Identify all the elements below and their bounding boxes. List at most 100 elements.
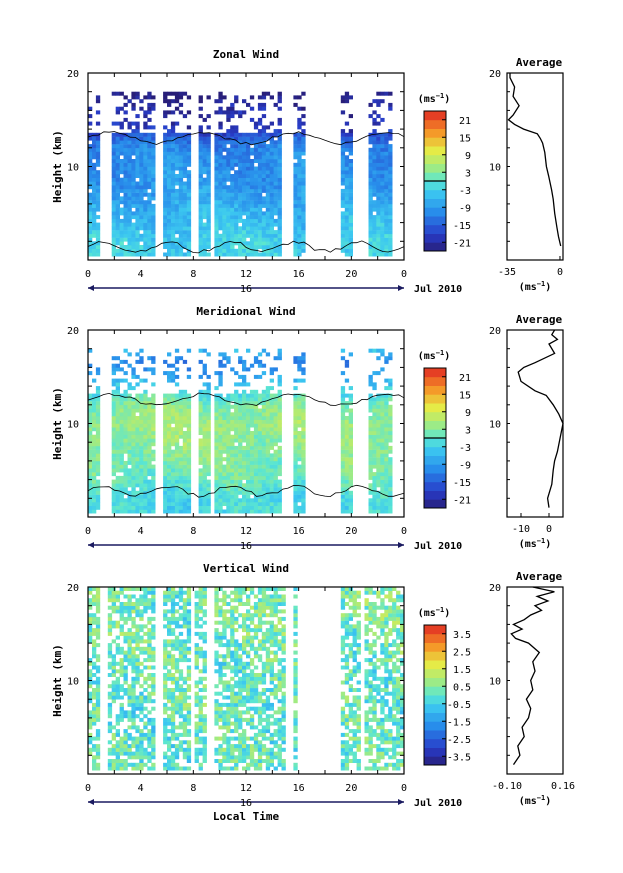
- heatmap-cell: [376, 468, 381, 473]
- heatmap-cell: [115, 226, 120, 231]
- heatmap-cell: [226, 438, 231, 443]
- heatmap-cell: [163, 594, 168, 599]
- heatmap-cell: [344, 233, 350, 238]
- heatmap-cell: [135, 643, 140, 648]
- heatmap-cell: [226, 650, 231, 655]
- heatmap-cell: [202, 729, 207, 734]
- heatmap-cell: [135, 166, 140, 171]
- heatmap-cell: [186, 233, 192, 238]
- heatmap-cell: [178, 650, 184, 655]
- heatmap-cell: [348, 502, 353, 506]
- heatmap-cell: [202, 389, 207, 394]
- heatmap-cell: [123, 673, 128, 677]
- heatmap-cell: [147, 587, 152, 591]
- heatmap-cell: [151, 438, 156, 443]
- heatmap-cell: [151, 628, 156, 633]
- heatmap-cell: [170, 203, 176, 208]
- heatmap-cell: [384, 460, 389, 465]
- heatmap-cell: [348, 457, 353, 462]
- heatmap-cell: [348, 215, 353, 220]
- heatmap-cell: [214, 431, 219, 435]
- colorbar-band: [424, 163, 446, 173]
- heatmap-cell: [95, 397, 101, 402]
- heatmap-cell: [293, 226, 298, 231]
- heatmap-cell: [92, 453, 97, 458]
- heatmap-cell: [269, 408, 274, 413]
- heatmap-cell: [174, 431, 180, 435]
- y-tick-label: 20: [67, 326, 79, 337]
- heatmap-cell: [167, 654, 172, 659]
- heatmap-cell: [167, 460, 172, 465]
- heatmap-cell: [88, 230, 93, 235]
- heatmap-cell: [344, 222, 350, 227]
- heatmap-cell: [115, 468, 120, 473]
- heatmap-cell: [115, 590, 120, 595]
- heatmap-cell: [234, 438, 239, 443]
- heatmap-cell: [151, 147, 156, 152]
- heatmap-cell: [139, 222, 144, 227]
- heatmap-cell: [297, 147, 302, 152]
- heatmap-cell: [127, 386, 132, 391]
- heatmap-cell: [163, 721, 168, 726]
- heatmap-cell: [92, 717, 97, 722]
- heatmap-cell: [372, 166, 377, 171]
- heatmap-cell: [376, 177, 381, 182]
- heatmap-cell: [249, 416, 255, 420]
- heatmap-cell: [253, 222, 259, 227]
- heatmap-cell: [88, 207, 93, 212]
- heatmap-cell: [293, 174, 298, 178]
- heatmap-cell: [238, 132, 243, 137]
- heatmap-cell: [198, 654, 203, 659]
- heatmap-cell: [174, 635, 180, 640]
- heatmap-cell: [143, 419, 148, 424]
- heatmap-cell: [261, 404, 267, 409]
- heatmap-cell: [95, 434, 101, 439]
- heatmap-cell: [384, 483, 389, 488]
- heatmap-cell: [340, 226, 346, 231]
- heatmap-cell: [92, 509, 97, 514]
- heatmap-cell: [174, 688, 180, 692]
- heatmap-cell: [95, 203, 101, 208]
- heatmap-cell: [182, 494, 188, 499]
- heatmap-cell: [151, 248, 156, 253]
- heatmap-cell: [95, 95, 101, 100]
- heatmap-cell: [249, 468, 255, 473]
- heatmap-cell: [127, 732, 132, 737]
- heatmap-cell: [222, 472, 227, 477]
- heatmap-cell: [384, 151, 389, 156]
- heatmap-cell: [131, 721, 136, 726]
- heatmap-cell: [186, 419, 192, 424]
- heatmap-cell: [127, 233, 132, 238]
- heatmap-cell: [198, 397, 203, 402]
- heatmap-cell: [277, 140, 282, 145]
- heatmap-cell: [88, 416, 93, 420]
- heatmap-cell: [198, 412, 203, 417]
- heatmap-cell: [257, 196, 263, 201]
- heatmap-cell: [214, 222, 219, 227]
- heatmap-cell: [293, 230, 298, 235]
- heatmap-cell: [147, 431, 152, 435]
- heatmap-cell: [214, 483, 219, 488]
- heatmap-cell: [115, 147, 120, 152]
- heatmap-cell: [273, 147, 278, 152]
- heatmap-cell: [174, 751, 180, 756]
- heatmap-cell: [135, 188, 140, 193]
- heatmap-cell: [257, 352, 263, 357]
- heatmap-cell: [198, 475, 203, 480]
- heatmap-cell: [139, 427, 144, 432]
- heatmap-cell: [178, 245, 184, 249]
- heatmap-cell: [174, 616, 180, 621]
- heatmap-cell: [186, 695, 192, 700]
- heatmap-cell: [261, 434, 267, 439]
- heatmap-cell: [163, 490, 168, 495]
- heatmap-cell: [182, 445, 188, 450]
- heatmap-cell: [170, 427, 176, 432]
- heatmap-cell: [380, 207, 385, 212]
- heatmap-cell: [111, 174, 116, 178]
- heatmap-cell: [131, 631, 136, 636]
- heatmap-cell: [376, 475, 381, 480]
- heatmap-cell: [95, 729, 101, 734]
- heatmap-cell: [186, 159, 192, 163]
- heatmap-cell: [182, 505, 188, 510]
